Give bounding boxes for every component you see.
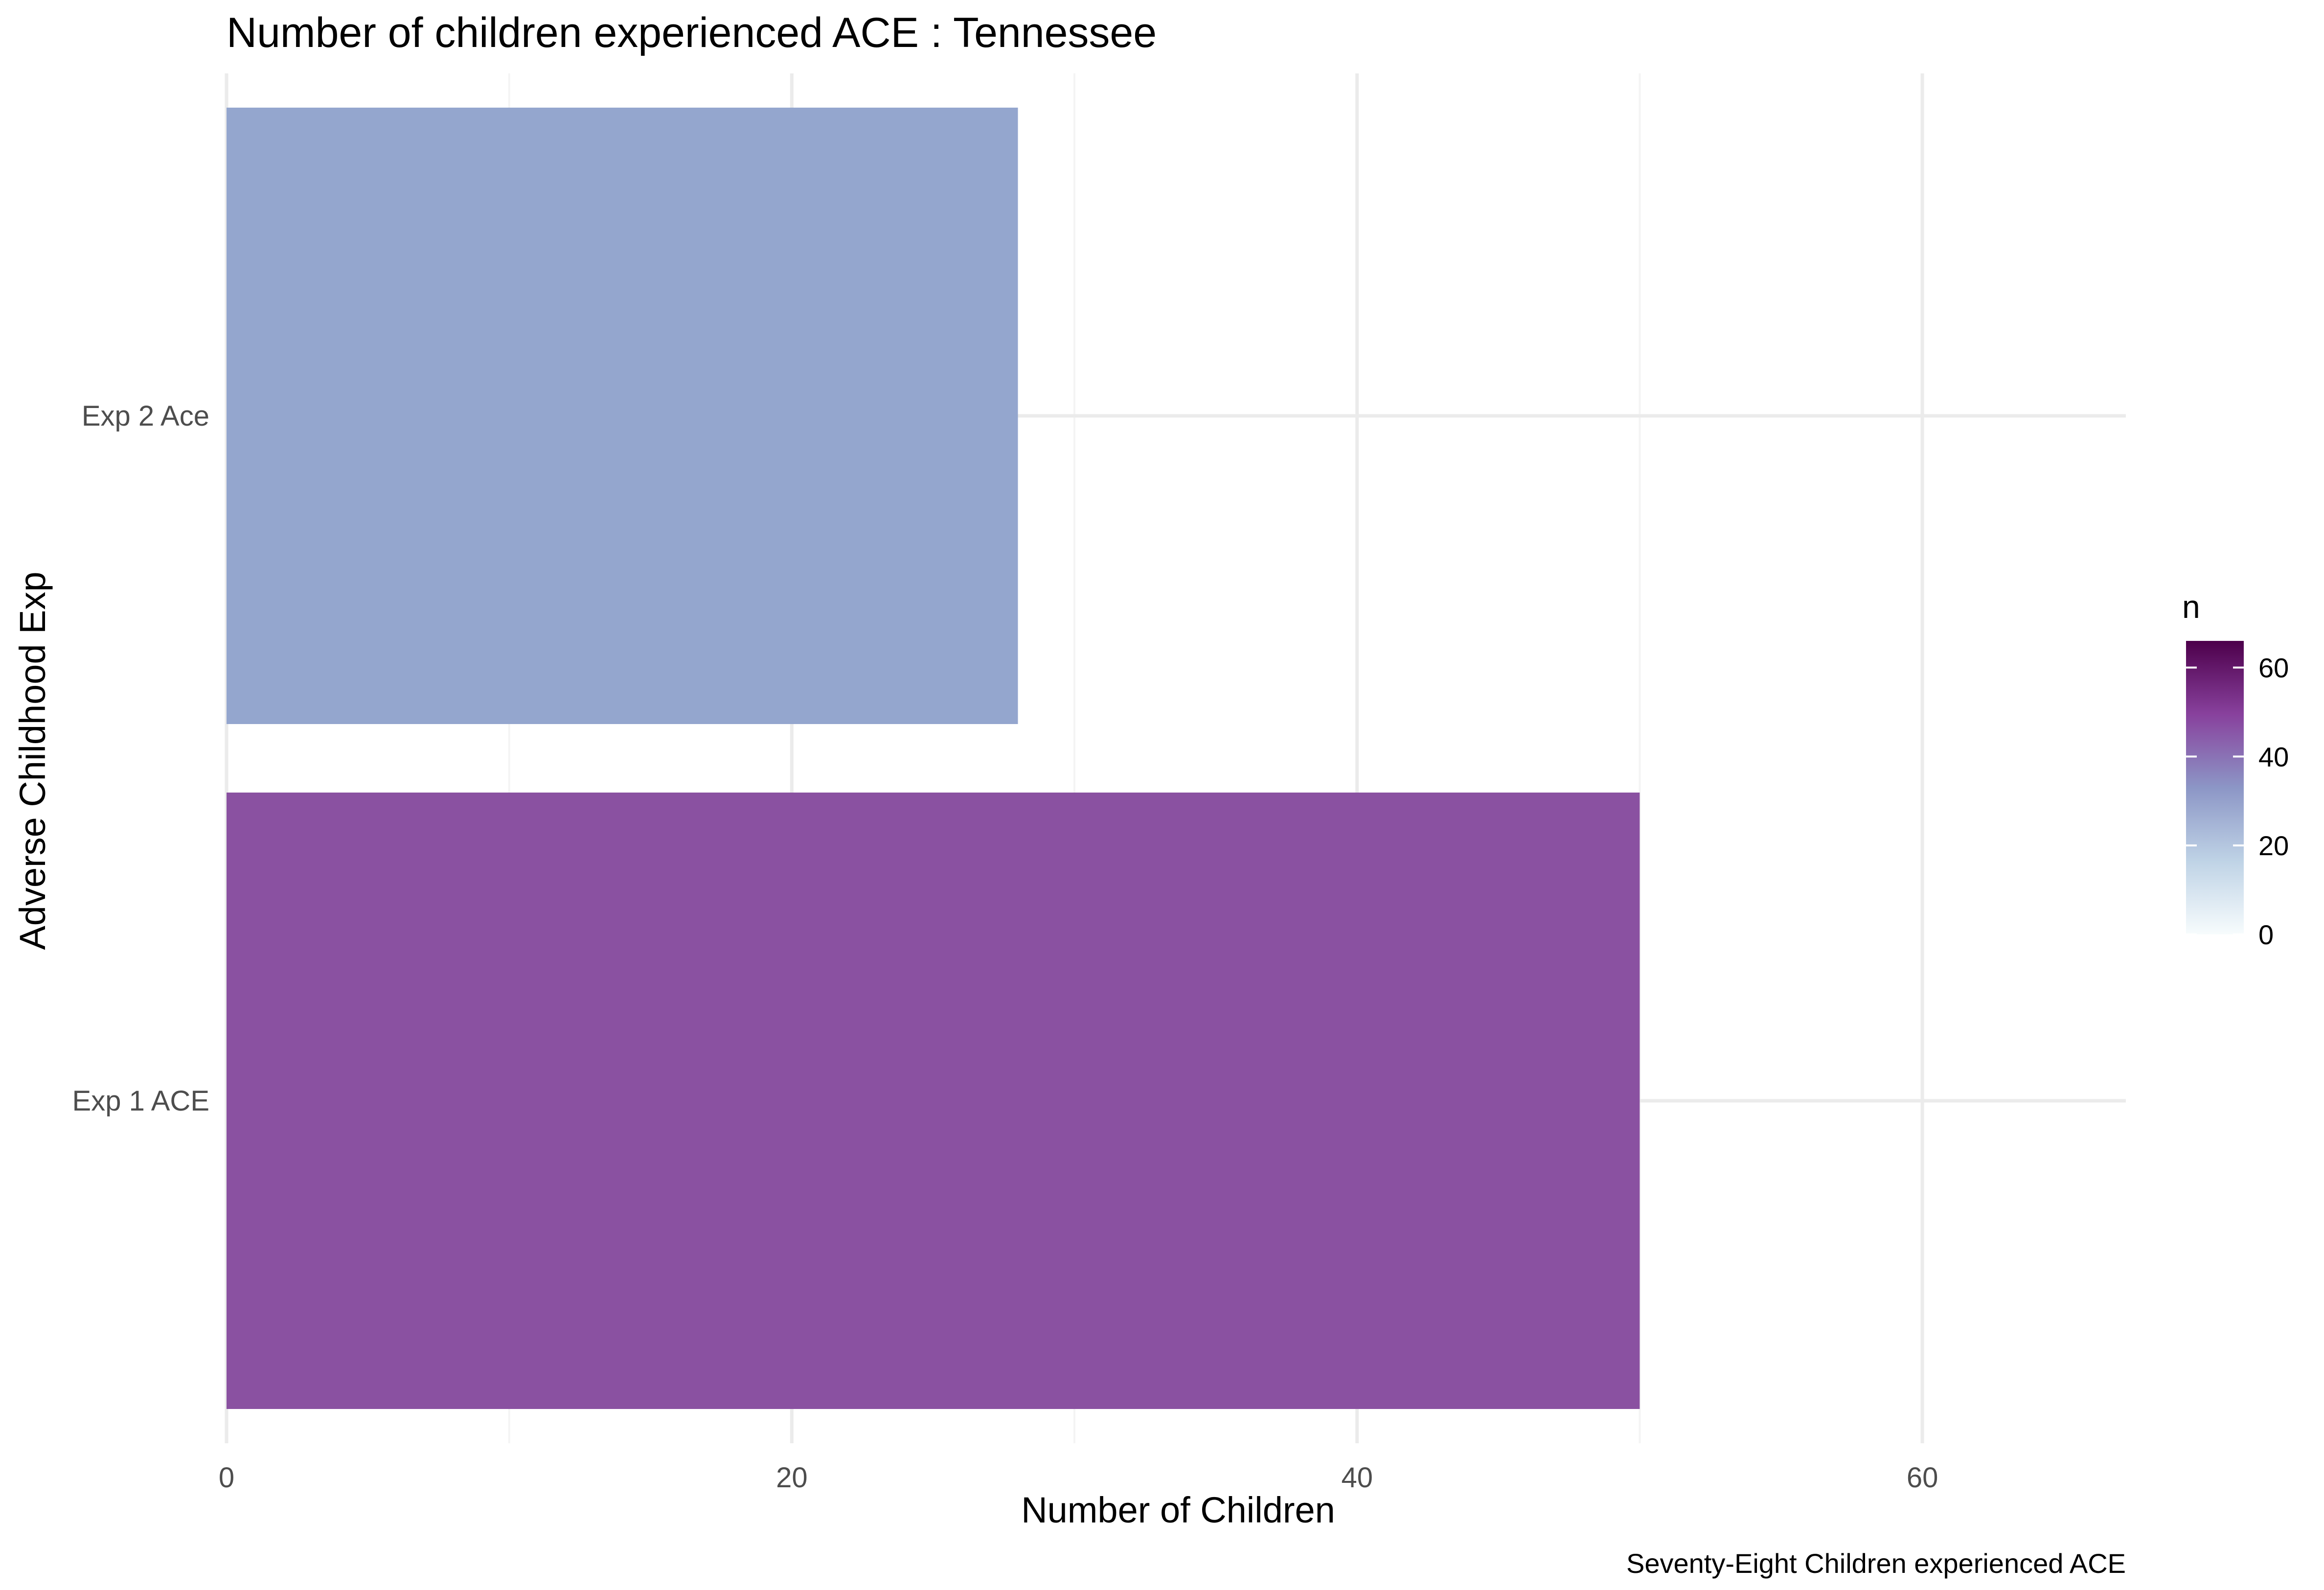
bar-exp-1-ace bbox=[227, 793, 1640, 1409]
y-tick-label: Exp 1 ACE bbox=[72, 1085, 209, 1117]
y-axis-tick-labels: Exp 1 ACE Exp 2 Ace bbox=[72, 400, 209, 1117]
legend-tick-label: 0 bbox=[2258, 919, 2274, 950]
legend-tick-label: 60 bbox=[2258, 653, 2289, 683]
chart-title: Number of children experienced ACE : Ten… bbox=[227, 9, 1157, 56]
legend-tick-label: 40 bbox=[2258, 741, 2289, 772]
x-tick-label: 40 bbox=[1341, 1462, 1373, 1494]
legend-colorbar bbox=[2186, 641, 2244, 934]
legend-title: n bbox=[2182, 589, 2200, 625]
color-legend: n 0 20 40 60 bbox=[2182, 589, 2289, 950]
x-axis-tick-labels: 0 20 40 60 bbox=[219, 1462, 1938, 1494]
x-tick-label: 60 bbox=[1907, 1462, 1938, 1494]
bar-exp-2-ace bbox=[227, 108, 1018, 724]
y-axis-title: Adverse Childhood Exp bbox=[12, 571, 53, 950]
bars bbox=[227, 108, 1640, 1409]
y-tick-label: Exp 2 Ace bbox=[82, 400, 209, 432]
chart-caption: Seventy-Eight Children experienced ACE bbox=[1626, 1548, 2126, 1579]
legend-ticks: 0 20 40 60 bbox=[2186, 653, 2289, 950]
x-tick-label: 20 bbox=[776, 1462, 808, 1494]
x-tick-label: 0 bbox=[219, 1462, 234, 1494]
x-axis-title: Number of Children bbox=[1021, 1490, 1335, 1530]
legend-tick-label: 20 bbox=[2258, 830, 2289, 861]
